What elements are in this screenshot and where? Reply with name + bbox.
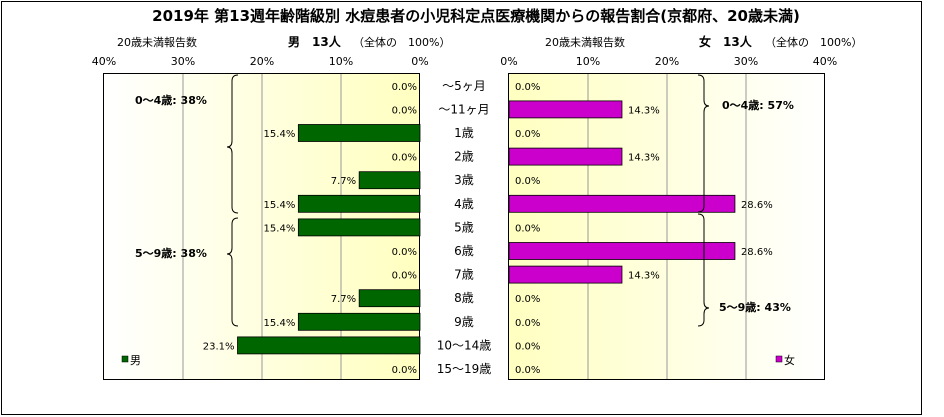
category-label: 7歳 <box>454 268 474 282</box>
male-x-tick-label: 0% <box>411 55 428 68</box>
female-bar <box>508 265 623 284</box>
female-bar <box>508 100 623 119</box>
male-header-total: （全体の 100%） <box>353 35 450 49</box>
female-x-tick-label: 20% <box>655 55 679 68</box>
male-data-label: 0.0% <box>392 247 417 258</box>
category-label: 8歳 <box>454 291 474 305</box>
male-data-label: 7.7% <box>331 176 356 187</box>
bar-layer <box>237 100 736 355</box>
female-group-0-4-label: 0～4歳: 57% <box>722 98 794 112</box>
female-legend-swatch <box>775 355 783 363</box>
category-label: 9歳 <box>454 315 474 329</box>
male-header-count: 男 13人 <box>288 34 342 49</box>
male-x-tick-label: 40% <box>92 55 116 68</box>
male-header-label: 20歳未満報告数 <box>117 36 197 49</box>
female-data-label: 0.0% <box>515 318 540 329</box>
male-bar <box>358 171 421 190</box>
female-x-tick-label: 30% <box>734 55 758 68</box>
female-header-count: 女 13人 <box>699 34 753 49</box>
category-layer: ～5ヶ月 ～11ヶ月 1歳 2歳 3歳 4歳 5歳 6歳 7歳 8歳 9歳 10～14歳 15～19歳 <box>437 79 492 376</box>
female-bar <box>508 194 736 213</box>
female-data-label: 28.6% <box>741 247 773 258</box>
female-x-tick-label: 0% <box>500 55 517 68</box>
category-label: 5歳 <box>454 220 474 234</box>
female-data-label: 0.0% <box>515 294 540 305</box>
male-data-label: 0.0% <box>392 271 417 282</box>
male-x-tick-label: 20% <box>250 55 274 68</box>
male-data-label: 15.4% <box>264 223 296 234</box>
female-data-label: 14.3% <box>628 271 660 282</box>
male-data-label: 0.0% <box>392 365 417 376</box>
female-data-label: 0.0% <box>515 341 540 352</box>
male-bar <box>237 336 421 355</box>
male-data-label: 7.7% <box>331 294 356 305</box>
female-legend-label: 女 <box>784 353 795 367</box>
female-bar <box>508 242 736 260</box>
category-label: 1歳 <box>454 126 474 140</box>
male-bar <box>297 218 421 237</box>
female-x-tick-label: 10% <box>576 55 600 68</box>
male-group-0-4-label: 0～4歳: 38% <box>135 93 207 107</box>
female-group-5-9-label: 5～9歳: 43% <box>719 300 791 314</box>
male-data-label: 23.1% <box>203 341 235 352</box>
male-x-tick-label: 10% <box>329 55 353 68</box>
female-data-label: 28.6% <box>741 200 773 211</box>
category-label: ～11ヶ月 <box>438 102 489 116</box>
male-x-tick-label: 30% <box>171 55 195 68</box>
category-label: 6歳 <box>454 244 474 258</box>
male-group-brace-0-4 <box>226 74 239 214</box>
female-group-brace-0-4 <box>697 74 710 213</box>
female-group-brace-5-9 <box>697 213 710 327</box>
female-bar <box>508 147 623 166</box>
label-layer: 0.0% 0.0% 0.0% 14.3% 15.4% 0.0% 0.0% 14.3% 7.7% 0… <box>203 82 773 376</box>
male-bar <box>297 124 421 142</box>
category-label: 15～19歳 <box>437 362 492 376</box>
female-data-label: 0.0% <box>515 82 540 93</box>
female-data-label: 0.0% <box>515 129 540 140</box>
male-data-label: 0.0% <box>392 82 417 93</box>
category-label: 10～14歳 <box>437 338 492 352</box>
male-bar <box>297 194 421 213</box>
female-header-total: （全体の 100%） <box>765 35 862 49</box>
female-data-label: 14.3% <box>628 153 660 164</box>
male-data-label: 0.0% <box>392 105 417 116</box>
male-data-label: 0.0% <box>392 153 417 164</box>
female-data-label: 14.3% <box>628 105 660 116</box>
male-group-brace-5-9 <box>226 217 239 327</box>
chart-title: 2019年 第13週年齢階級別 水痘患者の小児科定点医療機関からの報告割合(京都… <box>152 7 800 25</box>
category-label: 4歳 <box>454 197 474 211</box>
category-label: 3歳 <box>454 173 474 187</box>
male-legend-swatch <box>121 355 129 363</box>
female-data-label: 0.0% <box>515 365 540 376</box>
category-label: 2歳 <box>454 150 474 164</box>
female-data-label: 0.0% <box>515 176 540 187</box>
male-data-label: 15.4% <box>264 200 296 211</box>
female-header-label: 20歳未満報告数 <box>545 36 625 49</box>
male-bar <box>297 312 421 331</box>
tick-layer: 0% 0% 10% 10% 20% 20% 30% 30% 40% 40% <box>92 55 837 68</box>
male-group-5-9-label: 5～9歳: 38% <box>135 246 207 260</box>
male-bar <box>358 289 421 308</box>
male-data-label: 15.4% <box>264 318 296 329</box>
female-data-label: 0.0% <box>515 223 540 234</box>
male-legend-label: 男 <box>130 354 141 367</box>
female-x-tick-label: 40% <box>813 55 837 68</box>
male-data-label: 15.4% <box>264 129 296 140</box>
category-label: ～5ヶ月 <box>442 79 486 93</box>
